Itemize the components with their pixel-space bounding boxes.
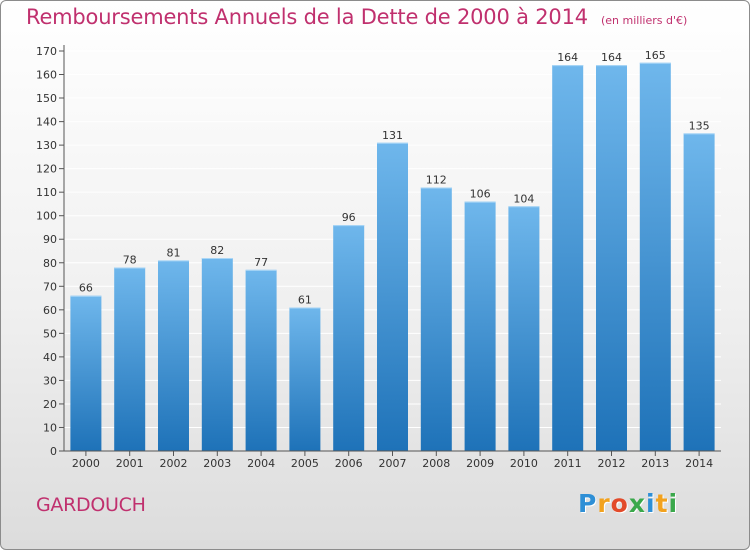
data-label: 112 bbox=[426, 173, 447, 186]
x-tick-label: 2006 bbox=[335, 457, 363, 470]
bar[interactable] bbox=[420, 187, 452, 451]
commune-name: GARDOUCH bbox=[36, 494, 146, 516]
data-label: 81 bbox=[167, 246, 181, 259]
x-tick-label: 2008 bbox=[422, 457, 450, 470]
logo-letter: o bbox=[610, 489, 629, 518]
x-tick-label: 2012 bbox=[598, 457, 626, 470]
y-tick-label: 80 bbox=[43, 257, 57, 270]
data-label: 77 bbox=[254, 256, 268, 269]
x-tick-label: 2014 bbox=[685, 457, 713, 470]
x-tick-label: 2010 bbox=[510, 457, 538, 470]
bar[interactable] bbox=[114, 267, 146, 451]
x-tick-label: 2004 bbox=[247, 457, 275, 470]
y-tick-label: 10 bbox=[43, 421, 57, 434]
logo-letter: x bbox=[628, 489, 646, 518]
y-tick-label: 120 bbox=[36, 163, 57, 176]
bar[interactable] bbox=[333, 225, 365, 451]
data-label: 164 bbox=[557, 51, 578, 64]
data-labels: 66 78 81 82 77 61 96 131 112 106 104 164 164 165 135 bbox=[79, 49, 710, 307]
bar[interactable] bbox=[245, 269, 277, 451]
bar[interactable] bbox=[552, 65, 584, 451]
y-tick-label: 70 bbox=[43, 280, 57, 293]
logo-letter: t bbox=[655, 489, 669, 518]
data-label: 165 bbox=[645, 49, 666, 62]
y-tick-label: 90 bbox=[43, 233, 57, 246]
x-tick-label: 2005 bbox=[291, 457, 319, 470]
bar[interactable] bbox=[508, 206, 540, 451]
y-tick-label: 0 bbox=[50, 445, 57, 458]
data-label: 66 bbox=[79, 282, 93, 295]
x-tick-label: 2002 bbox=[160, 457, 188, 470]
logo-letter: P bbox=[578, 489, 598, 518]
bars bbox=[70, 62, 715, 451]
data-label: 96 bbox=[342, 211, 356, 224]
data-label: 106 bbox=[470, 188, 491, 201]
data-label: 61 bbox=[298, 293, 312, 306]
data-label: 104 bbox=[513, 192, 534, 205]
y-tick-label: 140 bbox=[36, 116, 57, 129]
bar[interactable] bbox=[639, 62, 671, 451]
chart-header: Remboursements Annuels de la Dette de 20… bbox=[26, 5, 687, 29]
y-tick-label: 150 bbox=[36, 92, 57, 105]
logo-letter: r bbox=[597, 489, 611, 518]
data-label: 135 bbox=[689, 119, 710, 132]
y-tick-label: 160 bbox=[36, 69, 57, 82]
y-tick-label: 30 bbox=[43, 374, 57, 387]
bar[interactable] bbox=[464, 201, 496, 451]
x-tick-label: 2013 bbox=[641, 457, 669, 470]
x-tick-label: 2001 bbox=[116, 457, 144, 470]
y-tick-label: 100 bbox=[36, 210, 57, 223]
y-tick-label: 170 bbox=[36, 45, 57, 58]
bar[interactable] bbox=[596, 65, 627, 451]
x-tick-label: 2003 bbox=[203, 457, 231, 470]
y-tick-label: 20 bbox=[43, 398, 57, 411]
logo-letter: i bbox=[668, 489, 679, 518]
bar[interactable] bbox=[377, 142, 408, 451]
y-tick-label: 110 bbox=[36, 186, 57, 199]
data-label: 78 bbox=[123, 253, 137, 266]
bar[interactable] bbox=[683, 133, 715, 451]
proxiti-logo[interactable]: Proxiti bbox=[578, 489, 678, 518]
x-tick-label: 2000 bbox=[72, 457, 100, 470]
y-tick-label: 130 bbox=[36, 139, 57, 152]
axes: 0 10 20 30 40 50 60 70 80 90 100 110 120 130 140 150 160… bbox=[36, 45, 721, 470]
data-label: 82 bbox=[210, 244, 224, 257]
x-tick-label: 2007 bbox=[379, 457, 407, 470]
y-tick-label: 40 bbox=[43, 351, 57, 364]
bar[interactable] bbox=[70, 295, 102, 451]
chart-unit: (en milliers d'€) bbox=[601, 14, 688, 27]
bar[interactable] bbox=[289, 307, 321, 451]
x-tick-label: 2011 bbox=[554, 457, 582, 470]
y-tick-label: 60 bbox=[43, 304, 57, 317]
y-tick-label: 50 bbox=[43, 327, 57, 340]
x-tick-label: 2009 bbox=[466, 457, 494, 470]
bar[interactable] bbox=[158, 260, 189, 451]
logo-letter: i bbox=[646, 489, 656, 518]
data-label: 131 bbox=[382, 129, 403, 142]
chart-title: Remboursements Annuels de la Dette de 20… bbox=[26, 5, 588, 29]
bar[interactable] bbox=[201, 258, 233, 451]
data-label: 164 bbox=[601, 51, 622, 64]
